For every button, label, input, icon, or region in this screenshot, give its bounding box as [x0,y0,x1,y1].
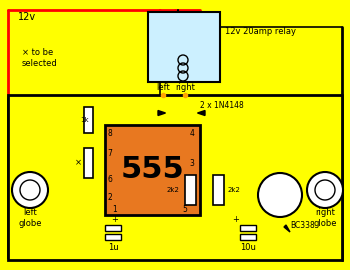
Text: +: + [232,215,239,224]
Text: BC338: BC338 [290,221,315,229]
Text: 2 x 1N4148: 2 x 1N4148 [200,102,244,110]
Text: 3: 3 [190,158,195,167]
Text: 12v: 12v [18,12,36,22]
Text: ×: × [75,158,82,167]
Bar [148,12,220,82]
Text: 4: 4 [190,129,195,137]
Bar [185,175,196,205]
Text: 2k2: 2k2 [166,187,179,193]
Text: +: + [112,214,118,224]
Text: 6: 6 [107,176,112,184]
Bar [105,225,121,231]
Text: × to be
selected: × to be selected [22,48,58,68]
Bar [240,225,256,231]
Text: right: right [175,83,195,93]
Bar [105,234,121,240]
Polygon shape [284,225,290,232]
Polygon shape [197,110,205,116]
Circle shape [12,172,48,208]
Circle shape [258,173,302,217]
Bar [84,107,93,133]
Bar [240,234,256,240]
Text: 1: 1 [113,204,117,214]
Text: 1u: 1u [108,242,118,251]
Text: 7: 7 [107,148,112,157]
Text: left
globe: left globe [18,208,42,228]
Text: 555: 555 [121,156,184,184]
Text: 2k2: 2k2 [228,187,241,193]
Text: 2: 2 [108,193,112,201]
Text: 10u: 10u [240,242,256,251]
Text: left: left [156,83,170,93]
Text: 12v 20amp relay: 12v 20amp relay [225,28,296,36]
Polygon shape [158,110,166,116]
Text: 1k: 1k [81,117,89,123]
Bar [84,148,93,178]
Text: 8: 8 [108,129,112,137]
Text: right
globe: right globe [313,208,337,228]
Circle shape [307,172,343,208]
Bar [213,175,224,205]
Bar [105,125,200,215]
Text: 5: 5 [183,204,188,214]
Bar [8,95,342,260]
